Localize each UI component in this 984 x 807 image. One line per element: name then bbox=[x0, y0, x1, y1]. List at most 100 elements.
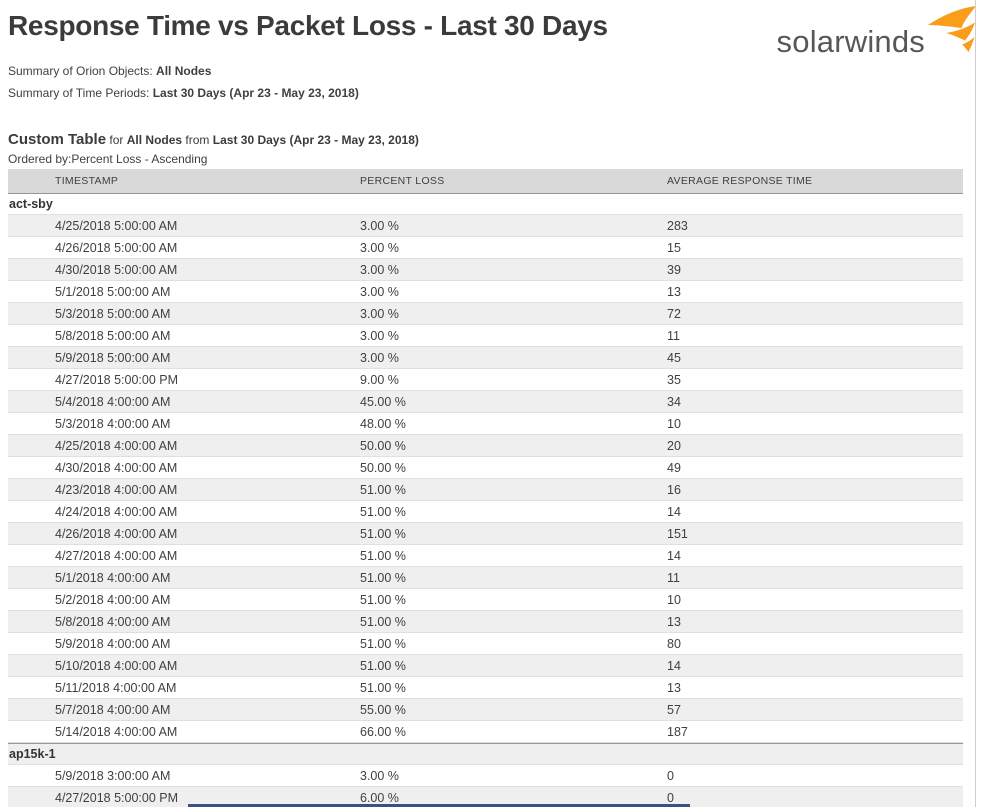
timestamp-cell: 4/26/2018 4:00:00 AM bbox=[55, 526, 178, 541]
avg-response-time-column-header: AVERAGE RESPONSE TIME bbox=[667, 175, 813, 187]
timestamp-cell: 5/9/2018 3:00:00 AM bbox=[55, 768, 171, 783]
percent-loss-cell: 48.00 % bbox=[360, 416, 406, 431]
timestamp-cell: 4/27/2018 5:00:00 PM bbox=[55, 790, 179, 805]
percent-loss-cell: 3.00 % bbox=[360, 328, 399, 343]
table-row: 4/25/2018 4:00:00 AM 50.00 % 20 bbox=[8, 435, 963, 457]
custom-table: TIMESTAMP PERCENT LOSS AVERAGE RESPONSE … bbox=[8, 169, 963, 807]
timestamp-cell: 4/25/2018 5:00:00 AM bbox=[55, 218, 178, 233]
avg-response-time-cell: 13 bbox=[667, 284, 681, 299]
table-row: 5/10/2018 4:00:00 AM 51.00 % 14 bbox=[8, 655, 963, 677]
timestamp-cell: 5/9/2018 5:00:00 AM bbox=[55, 350, 171, 365]
timestamp-cell: 5/3/2018 4:00:00 AM bbox=[55, 416, 171, 431]
section-from-label: from bbox=[182, 133, 213, 147]
avg-response-time-cell: 0 bbox=[667, 790, 674, 805]
timestamp-cell: 4/30/2018 5:00:00 AM bbox=[55, 262, 178, 277]
table-row: 5/9/2018 3:00:00 AM 3.00 % 0 bbox=[8, 765, 963, 787]
avg-response-time-cell: 34 bbox=[667, 394, 681, 409]
timestamp-cell: 5/14/2018 4:00:00 AM bbox=[55, 724, 178, 739]
percent-loss-cell: 51.00 % bbox=[360, 548, 406, 563]
avg-response-time-cell: 15 bbox=[667, 240, 681, 255]
percent-loss-cell: 45.00 % bbox=[360, 394, 406, 409]
avg-response-time-cell: 20 bbox=[667, 438, 681, 453]
percent-loss-cell: 3.00 % bbox=[360, 284, 399, 299]
section-for-value: All Nodes bbox=[126, 133, 183, 147]
table-row: 4/27/2018 5:00:00 PM 9.00 % 35 bbox=[8, 369, 963, 391]
avg-response-time-cell: 57 bbox=[667, 702, 681, 717]
page-edge-line bbox=[975, 0, 976, 807]
summary-time-periods: Summary of Time Periods: Last 30 Days (A… bbox=[8, 86, 359, 101]
percent-loss-cell: 50.00 % bbox=[360, 460, 406, 475]
avg-response-time-cell: 80 bbox=[667, 636, 681, 651]
percent-loss-cell: 3.00 % bbox=[360, 306, 399, 321]
timestamp-cell: 5/1/2018 4:00:00 AM bbox=[55, 570, 171, 585]
timestamp-cell: 5/8/2018 4:00:00 AM bbox=[55, 614, 171, 629]
timestamp-cell: 4/24/2018 4:00:00 AM bbox=[55, 504, 178, 519]
summary-orion-objects: Summary of Orion Objects: All Nodes bbox=[8, 64, 211, 79]
table-row: 4/26/2018 5:00:00 AM 3.00 % 15 bbox=[8, 237, 963, 259]
percent-loss-cell: 51.00 % bbox=[360, 504, 406, 519]
avg-response-time-cell: 14 bbox=[667, 504, 681, 519]
percent-loss-column-header: PERCENT LOSS bbox=[360, 175, 445, 187]
percent-loss-cell: 3.00 % bbox=[360, 350, 399, 365]
table-row: 5/9/2018 5:00:00 AM 3.00 % 45 bbox=[8, 347, 963, 369]
timestamp-cell: 5/7/2018 4:00:00 AM bbox=[55, 702, 171, 717]
percent-loss-cell: 51.00 % bbox=[360, 680, 406, 695]
table-row: 5/8/2018 4:00:00 AM 51.00 % 13 bbox=[8, 611, 963, 633]
percent-loss-cell: 55.00 % bbox=[360, 702, 406, 717]
table-header-row: TIMESTAMP PERCENT LOSS AVERAGE RESPONSE … bbox=[8, 169, 963, 193]
avg-response-time-cell: 10 bbox=[667, 416, 681, 431]
table-row: 5/1/2018 5:00:00 AM 3.00 % 13 bbox=[8, 281, 963, 303]
table-row: 5/11/2018 4:00:00 AM 51.00 % 13 bbox=[8, 677, 963, 699]
timestamp-cell: 4/26/2018 5:00:00 AM bbox=[55, 240, 178, 255]
avg-response-time-cell: 151 bbox=[667, 526, 688, 541]
table-row: 4/30/2018 5:00:00 AM 3.00 % 39 bbox=[8, 259, 963, 281]
timestamp-cell: 4/27/2018 5:00:00 PM bbox=[55, 372, 179, 387]
ordered-by-text: Ordered by:Percent Loss - Ascending bbox=[8, 152, 208, 166]
section-title: Custom Table bbox=[8, 131, 107, 148]
timestamp-column-header: TIMESTAMP bbox=[55, 175, 119, 187]
timestamp-cell: 5/2/2018 4:00:00 AM bbox=[55, 592, 171, 607]
percent-loss-cell: 51.00 % bbox=[360, 482, 406, 497]
percent-loss-cell: 50.00 % bbox=[360, 438, 406, 453]
summary-orion-objects-value: All Nodes bbox=[156, 64, 212, 78]
table-row: 5/14/2018 4:00:00 AM 66.00 % 187 bbox=[8, 721, 963, 743]
group-name: ap15k-1 bbox=[9, 747, 56, 761]
section-from-value: Last 30 Days (Apr 23 - May 23, 2018) bbox=[212, 133, 419, 147]
page-title: Response Time vs Packet Loss - Last 30 D… bbox=[8, 10, 608, 41]
table-row: 5/4/2018 4:00:00 AM 45.00 % 34 bbox=[8, 391, 963, 413]
avg-response-time-cell: 13 bbox=[667, 680, 681, 695]
summary-time-periods-value: Last 30 Days (Apr 23 - May 23, 2018) bbox=[152, 86, 359, 100]
timestamp-cell: 5/4/2018 4:00:00 AM bbox=[55, 394, 171, 409]
table-row: 5/9/2018 4:00:00 AM 51.00 % 80 bbox=[8, 633, 963, 655]
table-row: 4/25/2018 5:00:00 AM 3.00 % 283 bbox=[8, 215, 963, 237]
group-row: ap15k-1 bbox=[8, 743, 963, 765]
percent-loss-cell: 3.00 % bbox=[360, 218, 399, 233]
avg-response-time-cell: 13 bbox=[667, 614, 681, 629]
percent-loss-cell: 51.00 % bbox=[360, 658, 406, 673]
table-row: 5/7/2018 4:00:00 AM 55.00 % 57 bbox=[8, 699, 963, 721]
avg-response-time-cell: 11 bbox=[667, 570, 680, 585]
percent-loss-cell: 51.00 % bbox=[360, 526, 406, 541]
solarwinds-logo: solarwinds bbox=[777, 6, 977, 57]
avg-response-time-cell: 14 bbox=[667, 548, 681, 563]
percent-loss-cell: 3.00 % bbox=[360, 768, 399, 783]
timestamp-cell: 5/11/2018 4:00:00 AM bbox=[55, 680, 177, 695]
table-row: 5/3/2018 4:00:00 AM 48.00 % 10 bbox=[8, 413, 963, 435]
timestamp-cell: 5/1/2018 5:00:00 AM bbox=[55, 284, 171, 299]
timestamp-cell: 4/30/2018 4:00:00 AM bbox=[55, 460, 178, 475]
section-for-label: for bbox=[106, 133, 127, 147]
solarwinds-logo-text: solarwinds bbox=[776, 24, 925, 59]
percent-loss-cell: 51.00 % bbox=[360, 570, 406, 585]
table-row: 5/1/2018 4:00:00 AM 51.00 % 11 bbox=[8, 567, 963, 589]
percent-loss-cell: 9.00 % bbox=[360, 372, 399, 387]
timestamp-cell: 5/10/2018 4:00:00 AM bbox=[55, 658, 178, 673]
percent-loss-cell: 51.00 % bbox=[360, 614, 406, 629]
avg-response-time-cell: 35 bbox=[667, 372, 681, 387]
avg-response-time-cell: 283 bbox=[667, 218, 688, 233]
summary-orion-objects-label: Summary of Orion Objects: bbox=[8, 64, 157, 78]
table-row: 4/27/2018 4:00:00 AM 51.00 % 14 bbox=[8, 545, 963, 567]
percent-loss-cell: 6.00 % bbox=[360, 790, 399, 805]
custom-table-body: act-sby 4/25/2018 5:00:00 AM 3.00 % 283 4/26… bbox=[8, 193, 963, 807]
section-heading: Custom Table for All Nodes from Last 30 … bbox=[8, 131, 419, 149]
